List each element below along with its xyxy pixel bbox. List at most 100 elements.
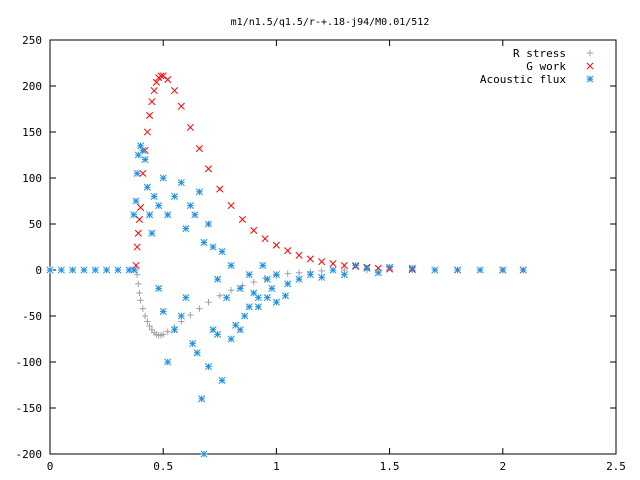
series-acoustic-flux — [46, 142, 527, 458]
data-point — [238, 215, 246, 223]
series-r-stress — [132, 266, 527, 339]
data-point — [272, 298, 280, 306]
data-point — [155, 284, 163, 292]
data-point — [272, 241, 280, 249]
data-point — [329, 260, 337, 268]
data-point — [386, 263, 394, 271]
data-point — [164, 211, 172, 219]
data-point — [133, 243, 141, 251]
data-point — [177, 179, 185, 187]
data-point — [259, 261, 267, 269]
data-point — [218, 248, 226, 256]
data-point — [187, 311, 194, 319]
x-tick-label: 0.5 — [153, 460, 173, 473]
data-point — [306, 255, 314, 263]
data-point — [170, 87, 179, 95]
data-point — [132, 197, 140, 205]
data-point — [363, 264, 371, 272]
legend-marker — [586, 75, 594, 83]
data-point — [177, 102, 185, 110]
x-tick-label: 0 — [47, 460, 54, 473]
series-g-work — [132, 72, 527, 274]
data-point — [204, 363, 213, 371]
data-point — [223, 294, 231, 302]
data-point — [139, 169, 147, 177]
data-point — [241, 312, 249, 320]
x-tick-label: 2 — [499, 460, 506, 473]
data-point — [205, 299, 212, 306]
data-point — [146, 211, 154, 219]
data-point — [186, 123, 194, 131]
y-tick-label: 250 — [22, 34, 42, 47]
x-tick-label: 1.5 — [380, 460, 400, 473]
legend-label: G work — [526, 60, 566, 73]
data-point — [196, 305, 203, 312]
data-point — [272, 271, 280, 279]
legend-marker — [586, 62, 594, 70]
data-point — [157, 72, 165, 80]
data-point — [164, 76, 172, 84]
data-point — [159, 307, 167, 315]
data-point — [200, 450, 208, 458]
data-point — [209, 243, 217, 251]
data-point — [204, 165, 213, 173]
data-point — [329, 266, 337, 274]
data-point — [143, 183, 151, 191]
y-tick-label: -100 — [16, 356, 43, 369]
data-point — [114, 266, 122, 274]
data-point — [152, 78, 160, 86]
y-tick-label: -150 — [16, 402, 43, 415]
data-point — [69, 266, 77, 274]
data-point — [318, 258, 326, 266]
data-point — [160, 331, 167, 338]
data-point — [186, 202, 194, 210]
data-point — [135, 280, 142, 287]
data-point — [193, 349, 201, 357]
data-point — [204, 220, 213, 228]
data-point — [245, 303, 253, 311]
data-point — [159, 174, 167, 182]
data-point — [254, 294, 262, 302]
data-point — [170, 326, 179, 334]
data-point — [146, 111, 154, 119]
y-axis: -200 -150 -100 -50 0 50 100 150 200 250 — [16, 34, 616, 461]
data-point — [216, 185, 224, 193]
data-point — [284, 247, 292, 255]
data-point — [137, 297, 144, 304]
data-point — [170, 192, 179, 200]
data-point — [150, 192, 158, 200]
data-point — [295, 251, 303, 259]
data-point — [236, 326, 244, 334]
data-point — [227, 261, 235, 269]
y-tick-label: 150 — [22, 126, 42, 139]
data-point — [46, 266, 54, 274]
y-tick-label: 0 — [35, 264, 42, 277]
data-point — [150, 87, 158, 95]
data-point — [130, 266, 138, 274]
data-point — [263, 294, 271, 302]
data-point — [200, 238, 208, 246]
data-point — [136, 289, 143, 297]
y-tick-label: 100 — [22, 172, 42, 185]
legend-label: Acoustic flux — [480, 73, 566, 86]
data-point — [318, 273, 326, 281]
y-tick-label: 200 — [22, 80, 42, 93]
data-point — [133, 169, 141, 177]
data-point — [284, 270, 291, 277]
data-point — [261, 235, 269, 243]
data-point — [148, 229, 156, 237]
data-point — [146, 322, 153, 330]
x-tick-label: 2.5 — [606, 460, 626, 473]
data-point — [141, 312, 149, 320]
data-point — [139, 305, 147, 312]
data-point — [250, 226, 258, 234]
data-point — [306, 271, 314, 279]
data-point — [295, 269, 303, 276]
data-point — [318, 267, 325, 275]
data-point — [374, 269, 382, 277]
data-point — [216, 292, 223, 299]
data-point — [236, 284, 244, 292]
data-point — [340, 271, 348, 279]
